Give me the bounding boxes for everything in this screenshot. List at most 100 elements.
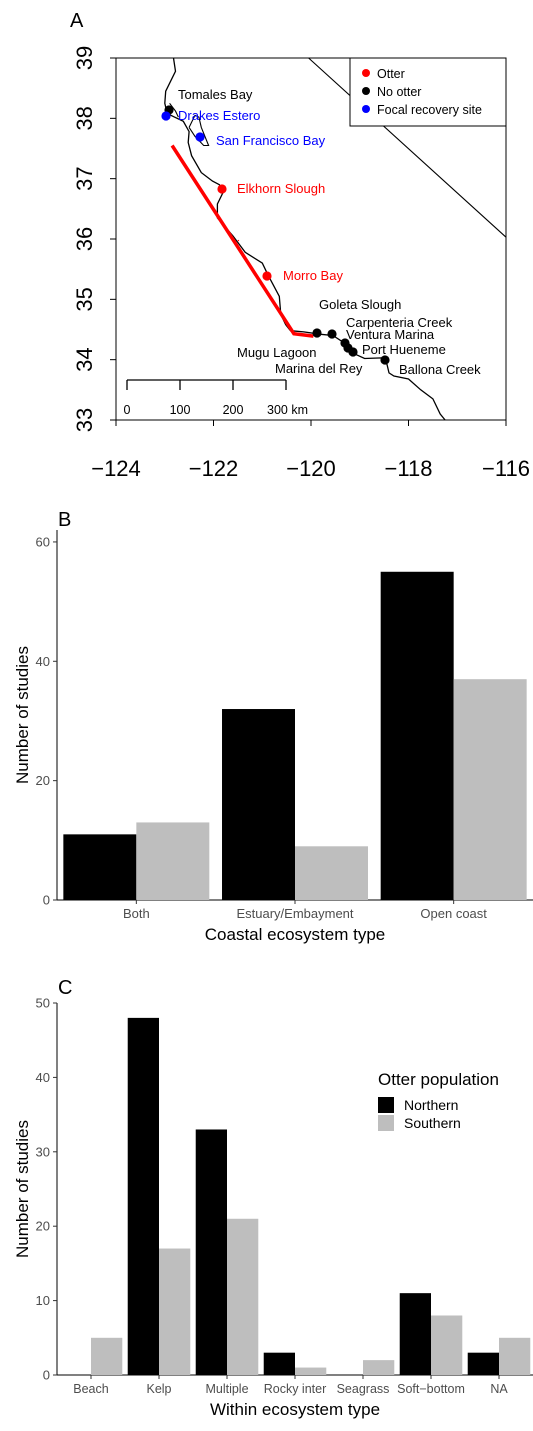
- legend-label: Southern: [404, 1115, 461, 1131]
- scale-bar: 0 100 200 300 km: [124, 379, 308, 417]
- x-tick-label: −122: [189, 456, 239, 481]
- legend-marker: [362, 87, 370, 95]
- legend-marker: [362, 105, 370, 113]
- x-tick-label: Estuary/Embayment: [236, 906, 353, 921]
- legend-marker: [362, 69, 370, 77]
- site-label: Morro Bay: [283, 268, 343, 283]
- scale-label: 0: [124, 403, 131, 417]
- panel-a-letter: A: [70, 10, 84, 32]
- y-tick-label: 20: [36, 1219, 50, 1234]
- site-point: [348, 347, 358, 357]
- bar-southern: [431, 1315, 463, 1375]
- x-tick-label: NA: [490, 1382, 508, 1396]
- site-label: Tomales Bay: [178, 87, 253, 102]
- x-tick-label: Kelp: [146, 1382, 171, 1396]
- site-label: San Francisco Bay: [216, 133, 326, 148]
- y-tick-label: 30: [36, 1144, 50, 1159]
- site-label: Goleta Slough: [319, 297, 401, 312]
- x-tick-label: Beach: [73, 1382, 108, 1396]
- x-tick-label: Open coast: [420, 906, 487, 921]
- scale-label: 100: [170, 403, 191, 417]
- site-label: Mugu Lagoon: [237, 345, 317, 360]
- site-label: Carpenteria Creek: [346, 315, 453, 330]
- state-border: [308, 57, 507, 238]
- bar-southern: [295, 1367, 327, 1375]
- chart-coastal-ecosystem: 0 20 40 60 Both Estuary/Embayment Open coast Co…: [13, 530, 533, 944]
- legend-box: [349, 57, 507, 127]
- bar-northern: [399, 1293, 431, 1375]
- site-point: [217, 184, 227, 194]
- bar-northern: [467, 1352, 499, 1375]
- site-label: Drakes Estero: [178, 108, 260, 123]
- site-point: [380, 355, 390, 365]
- legend-label: No otter: [377, 85, 421, 99]
- y-tick-label: 40: [36, 654, 50, 669]
- bar-northern: [380, 571, 454, 900]
- y-tick-label: 40: [36, 1070, 50, 1085]
- site-point: [161, 111, 171, 121]
- y-tick-label: 33: [72, 408, 97, 432]
- bar-northern: [195, 1129, 227, 1375]
- bar-southern: [453, 679, 527, 900]
- map-sites: Tomales Bay Drakes Estero San Francisco Ba…: [161, 87, 481, 377]
- bar-southern: [363, 1360, 395, 1375]
- otter-range-mark: [237, 239, 240, 242]
- y-axis-title: Number of studies: [13, 646, 32, 784]
- y-tick-label: 50: [36, 996, 50, 1011]
- site-label: Elkhorn Slough: [237, 181, 325, 196]
- y-tick-label: 0: [43, 893, 50, 908]
- bar-northern: [222, 709, 295, 900]
- map-legend: Otter No otter Focal recovery site: [349, 57, 507, 127]
- bar-southern: [295, 846, 368, 900]
- chart-within-ecosystem: 0 10 20 30 40 50 Beach Kelp Multiple Rocky inter S…: [13, 996, 533, 1419]
- y-tick-label: 60: [36, 534, 50, 549]
- y-tick-label: 0: [43, 1368, 50, 1383]
- x-tick-label: −116: [482, 456, 530, 481]
- x-tick-label: −118: [385, 456, 433, 481]
- tomales-bay-shore: [169, 102, 179, 118]
- panel-b: B 0 20 40 60 Both Estuary/Embayment Open coast…: [13, 509, 533, 944]
- y-tick-label: 37: [72, 166, 97, 190]
- legend-title: Otter population: [378, 1070, 499, 1089]
- y-axis-title: Number of studies: [13, 1120, 32, 1258]
- site-label: Port Hueneme: [362, 342, 446, 357]
- panel-b-letter: B: [58, 509, 71, 531]
- site-point: [262, 271, 272, 281]
- map-axes: −124 −122 −120 −118 −116 33 34 35 36 37 38 39: [72, 46, 530, 481]
- site-label: Ventura Marina: [346, 327, 435, 342]
- y-tick-label: 10: [36, 1293, 50, 1308]
- site-label: Marina del Rey: [275, 361, 363, 376]
- legend-label: Otter: [377, 67, 405, 81]
- bar-southern: [499, 1337, 531, 1375]
- x-tick-label: Rocky inter: [264, 1382, 327, 1396]
- bar-southern: [159, 1248, 191, 1375]
- panel-c: C 0 10 20 30 40 50 Beach Kelp Multiple Rocky inte…: [13, 977, 533, 1419]
- panel-a: A −124 −122 −120 −118 −116 33 34 35 36 37 38 39 Tom…: [70, 10, 530, 481]
- x-tick-label: −120: [286, 456, 336, 481]
- scale-label: 200: [223, 403, 244, 417]
- x-axis-title: Within ecosystem type: [210, 1400, 380, 1419]
- y-tick-label: 20: [36, 773, 50, 788]
- site-point: [195, 132, 205, 142]
- legend-label: Focal recovery site: [377, 103, 482, 117]
- y-tick-label: 36: [72, 227, 97, 251]
- site-label: Ballona Creek: [399, 362, 481, 377]
- x-tick-label: −124: [91, 456, 141, 481]
- x-tick-label: Multiple: [205, 1382, 248, 1396]
- y-tick-label: 38: [72, 106, 97, 130]
- x-tick-label: Both: [123, 906, 150, 921]
- y-tick-label: 35: [72, 287, 97, 311]
- bar-northern: [127, 1017, 159, 1375]
- y-tick-label: 39: [72, 46, 97, 70]
- otter-range-line: [170, 144, 314, 338]
- bar-southern: [136, 822, 210, 900]
- x-tick-label: Seagrass: [337, 1382, 390, 1396]
- bar-northern: [63, 834, 137, 900]
- x-tick-label: Soft−bottom: [397, 1382, 465, 1396]
- legend-label: Northern: [404, 1097, 458, 1113]
- bar-southern: [91, 1337, 123, 1375]
- bar-northern: [263, 1352, 295, 1375]
- panel-c-letter: C: [58, 977, 72, 999]
- y-tick-label: 34: [72, 347, 97, 371]
